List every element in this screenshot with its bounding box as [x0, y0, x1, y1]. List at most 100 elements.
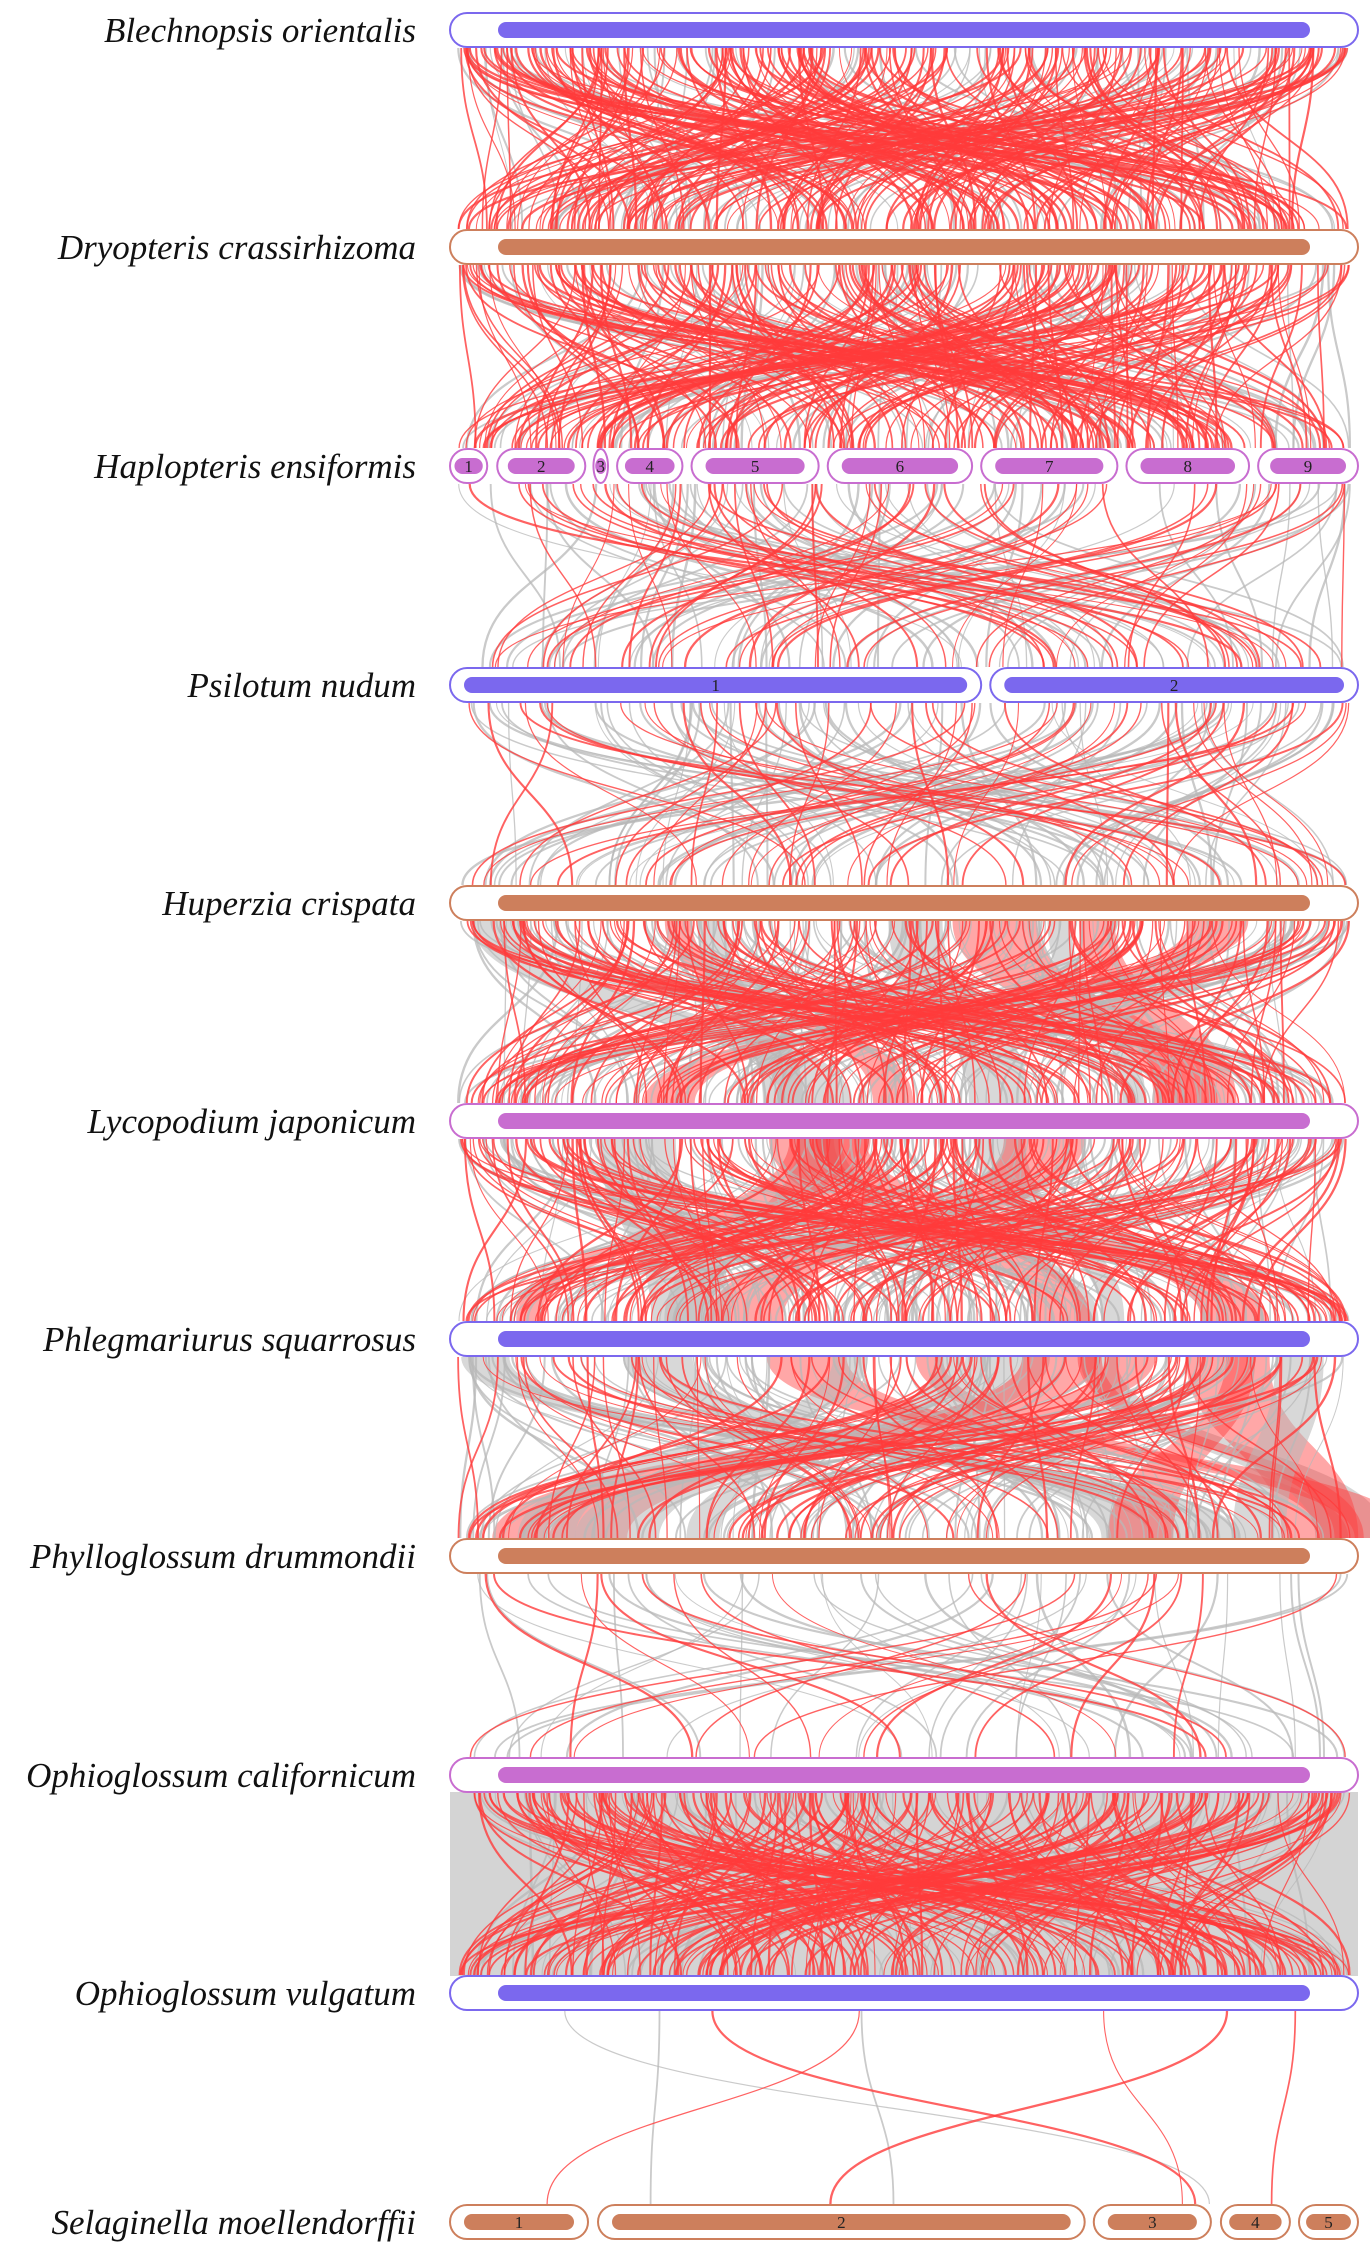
background-link [488, 483, 939, 668]
chromosome-bar [498, 1113, 1310, 1129]
syntenic-link [954, 1138, 1081, 1322]
syntenic-link [872, 1792, 1317, 1976]
syntenic-link [1213, 264, 1256, 449]
syntenic-link [873, 920, 1164, 1104]
syntenic-link [483, 702, 1058, 886]
syntenic-link [549, 264, 1213, 449]
background-link [1308, 483, 1347, 668]
syntenic-link [1119, 920, 1350, 1104]
syntenic-link [1040, 920, 1335, 1104]
synteny-ribbon [1080, 1357, 1370, 1538]
background-link [924, 1573, 1194, 1758]
background-link [813, 1573, 1253, 1758]
syntenic-link [1069, 1356, 1097, 1539]
background-link [1186, 483, 1338, 668]
syntenic-link [750, 483, 841, 668]
syntenic-link [791, 1138, 1007, 1322]
syntenic-link [469, 264, 1134, 449]
syntenic-link [795, 1792, 845, 1976]
syntenic-link [614, 702, 767, 886]
syntenic-link [1069, 920, 1294, 1104]
syntenic-link [628, 483, 673, 668]
syntenic-link [956, 1138, 1073, 1322]
syntenic-link [604, 483, 1057, 668]
syntenic-link [479, 264, 744, 449]
background-link [640, 483, 689, 668]
syntenic-link [507, 47, 873, 230]
syntenic-link [849, 1792, 992, 1976]
syntenic-link [1203, 702, 1329, 886]
syntenic-link [623, 1792, 1341, 1976]
syntenic-link [689, 1138, 713, 1322]
syntenic-link [1121, 1138, 1183, 1322]
syntenic-link [462, 1138, 528, 1322]
syntenic-link [1038, 1792, 1134, 1976]
background-link [707, 264, 836, 449]
syntenic-link [678, 1792, 1191, 1976]
chromosome-bar [498, 1331, 1310, 1347]
syntenic-link [522, 920, 971, 1104]
syntenic-link [1033, 1138, 1336, 1322]
syntenic-link [753, 483, 1254, 668]
chromosome-bar [612, 2214, 1071, 2230]
syntenic-link [671, 702, 1076, 886]
background-link [472, 702, 775, 886]
syntenic-link [1159, 1792, 1324, 1976]
syntenic-link [710, 1792, 1050, 1976]
syntenic-link [569, 47, 612, 230]
syntenic-link [988, 483, 1345, 668]
syntenic-link [1121, 920, 1332, 1104]
syntenic-link [696, 1356, 860, 1539]
syntenic-link [1103, 2010, 1183, 2205]
syntenic-link [753, 1573, 1338, 1758]
syntenic-link [1070, 1573, 1156, 1758]
chromosome-bar [498, 1548, 1310, 1564]
chromosome-label: 2 [837, 2213, 846, 2232]
syntenic-link [542, 483, 724, 668]
syntenic-link [532, 1792, 919, 1976]
syntenic-link [1250, 1356, 1319, 1539]
syntenic-link [985, 1573, 1202, 1758]
syntenic-link [787, 1356, 1188, 1539]
syntenic-link [889, 702, 1212, 886]
syntenic-link [1132, 1792, 1236, 1976]
syntenic-link [1242, 920, 1266, 1104]
syntenic-link [1086, 264, 1104, 449]
syntenic-link [697, 264, 868, 449]
syntenic-link [670, 920, 1233, 1104]
syntenic-link [575, 1138, 640, 1322]
syntenic-link [956, 1356, 1156, 1539]
background-link [729, 702, 735, 886]
syntenic-link [1173, 1792, 1328, 1976]
species-label: Psilotum nudum [187, 666, 416, 705]
syntenic-link [1313, 1356, 1342, 1539]
syntenic-link [662, 483, 1272, 668]
syntenic-link [1116, 1356, 1201, 1539]
syntenic-link [536, 264, 948, 449]
syntenic-link [736, 1356, 929, 1539]
syntenic-link [988, 1138, 1147, 1322]
syntenic-link [539, 702, 1221, 886]
syntenic-link [513, 1792, 823, 1976]
syntenic-link [465, 264, 820, 449]
syntenic-link [1214, 264, 1343, 449]
syntenic-link [697, 264, 854, 449]
syntenic-link [612, 264, 686, 449]
syntenic-link [774, 920, 909, 1104]
background-link [770, 1138, 890, 1322]
syntenic-link [465, 47, 730, 230]
background-link [739, 1573, 1233, 1758]
syntenic-link [563, 264, 1072, 449]
background-link [487, 1356, 606, 1539]
syntenic-link [863, 1573, 1149, 1758]
background-link [593, 1356, 630, 1539]
chromosome-label: 6 [896, 457, 905, 476]
syntenic-link [554, 920, 1301, 1104]
syntenic-link [1139, 1138, 1189, 1322]
species-label: Phlegmariurus squarrosus [42, 1320, 416, 1359]
syntenic-link [658, 1356, 1049, 1539]
syntenic-link [728, 1356, 1282, 1539]
syntenic-link [635, 920, 678, 1104]
syntenic-link [654, 47, 1312, 230]
